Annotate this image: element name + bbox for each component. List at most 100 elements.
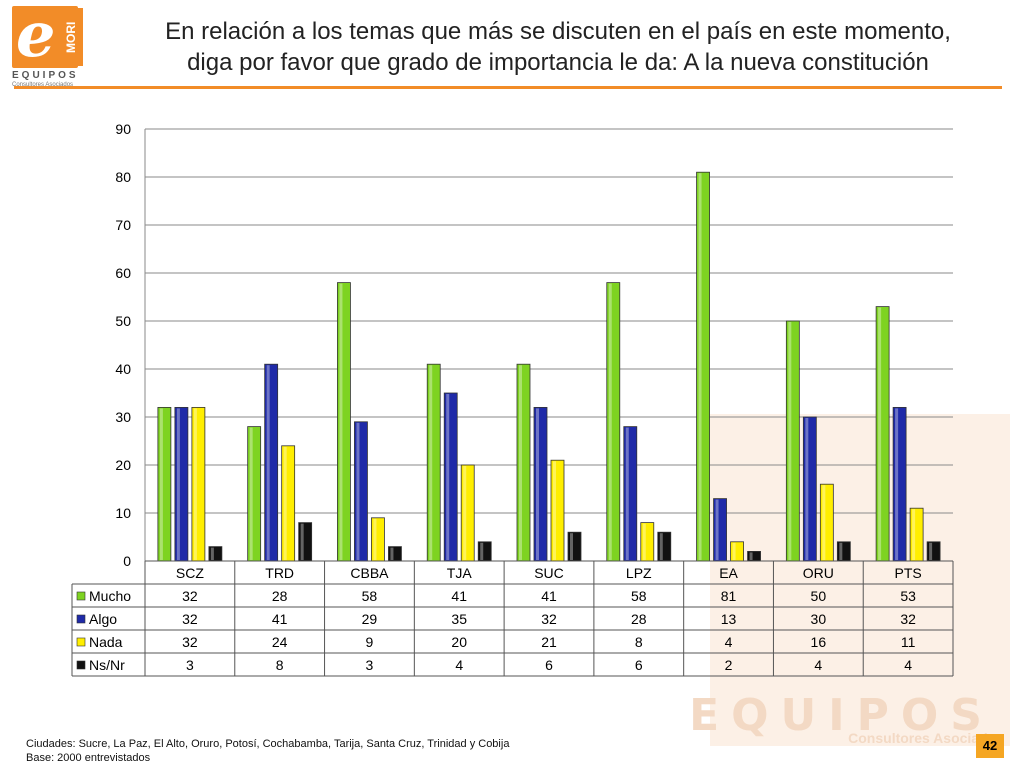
data-value: 28 [272, 588, 288, 604]
data-value: 16 [811, 634, 827, 650]
bar-algo-trd [264, 363, 279, 562]
data-value: 21 [541, 634, 557, 650]
data-value: 2 [725, 657, 733, 673]
bar-nsnr-trd [298, 522, 313, 562]
data-value: 4 [725, 634, 733, 650]
data-value: 32 [541, 611, 557, 627]
bar-highlight [805, 418, 809, 560]
bar-highlight [390, 547, 394, 560]
data-value: 41 [272, 611, 288, 627]
title-divider [14, 86, 1002, 89]
bar-highlight [480, 542, 484, 560]
data-value: 32 [182, 611, 198, 627]
data-value: 41 [541, 588, 557, 604]
data-value: 3 [186, 657, 194, 673]
bar-highlight [749, 552, 753, 560]
data-value: 6 [545, 657, 553, 673]
bar-highlight [266, 365, 270, 560]
bar-nada-trd [281, 445, 296, 562]
bar-highlight [625, 427, 629, 560]
bar-mucho-oru [785, 320, 800, 562]
bar-mucho-scz [157, 406, 172, 562]
data-value: 8 [276, 657, 284, 673]
bar-nada-tja [460, 464, 475, 562]
y-tick-label: 10 [115, 505, 131, 521]
equipos-mori-logo: e MORI EQUIPOS Consultores Asociados [8, 0, 88, 90]
legend-label: Mucho [89, 588, 131, 604]
bar-nsnr-cbba [388, 546, 402, 562]
bar-mucho-tja [426, 363, 441, 562]
bar-nada-lpz [640, 522, 655, 562]
data-value: 58 [631, 588, 647, 604]
category-label: EA [719, 565, 738, 581]
footer-notes: Ciudades: Sucre, La Paz, El Alto, Oruro,… [26, 737, 509, 765]
bar-highlight [878, 307, 882, 560]
bar-algo-oru [802, 416, 817, 562]
bar-highlight [159, 408, 163, 560]
bar-highlight [339, 283, 343, 560]
bar-highlight [519, 365, 522, 560]
legend-label: Ns/Nr [89, 657, 125, 673]
data-value: 11 [901, 634, 916, 650]
bar-nsnr-ea [747, 551, 761, 562]
bar-highlight [608, 283, 612, 560]
bar-nsnr-tja [477, 541, 492, 562]
y-tick-label: 80 [115, 169, 131, 185]
bar-highlight [929, 542, 933, 560]
bar-nsnr-oru [836, 541, 851, 562]
bar-algo-cbba [354, 421, 368, 562]
watermark-background [710, 414, 1010, 746]
bar-nada-pts [909, 507, 924, 562]
y-tick-label: 40 [115, 361, 131, 377]
bar-nada-cbba [371, 517, 385, 562]
category-label: CBBA [350, 565, 389, 581]
footer-cities: Ciudades: Sucre, La Paz, El Alto, Oruro,… [26, 738, 510, 750]
bar-highlight [895, 408, 899, 560]
watermark-equipos: EQUIPOS [689, 690, 994, 741]
bar-nsnr-pts [926, 541, 941, 562]
bar-highlight [698, 173, 702, 560]
data-value: 58 [362, 588, 378, 604]
logo-e-glyph: e [16, 0, 56, 71]
bar-highlight [193, 408, 197, 560]
slide-title: En relación a los temas que más se discu… [100, 16, 1016, 78]
bar-highlight [373, 518, 377, 560]
data-value: 29 [362, 611, 378, 627]
bar-highlight [570, 533, 573, 560]
bar-highlight [732, 542, 736, 560]
legend-swatch [76, 637, 86, 647]
data-value: 3 [366, 657, 374, 673]
bar-highlight [788, 322, 792, 560]
page-number: 42 [976, 734, 1004, 758]
data-value: 13 [721, 611, 737, 627]
bar-highlight [300, 523, 304, 560]
logo-consultores-text: Consultores Asociados [12, 82, 74, 88]
y-tick-label: 30 [115, 409, 131, 425]
slide-title-line1: En relación a los temas que más se discu… [165, 18, 951, 45]
bar-nada-oru [819, 483, 834, 562]
y-tick-label: 60 [115, 265, 131, 281]
watermark-consultores: Consultores Asociados [848, 730, 1004, 746]
bar-mucho-trd [247, 426, 262, 562]
bar-mucho-pts [875, 306, 890, 562]
y-tick-label: 50 [115, 313, 131, 329]
data-value: 24 [272, 634, 288, 650]
category-label: LPZ [626, 565, 652, 581]
slide-title-line2: diga por favor que grado de importancia … [187, 49, 929, 76]
legend-label: Algo [89, 611, 117, 627]
bar-algo-tja [443, 392, 458, 562]
data-value: 32 [900, 611, 916, 627]
logo-equipos-text: EQUIPOS [12, 70, 79, 81]
footer-base: Base: 2000 entrevistados [26, 752, 151, 764]
y-tick-label: 90 [115, 121, 131, 137]
bar-nsnr-scz [208, 546, 223, 562]
bar-algo-suc [533, 406, 548, 562]
data-value: 32 [182, 588, 198, 604]
data-value: 4 [814, 657, 822, 673]
bar-highlight [463, 466, 467, 560]
category-label: PTS [894, 565, 921, 581]
data-value: 53 [900, 588, 916, 604]
legend-swatch [76, 660, 86, 670]
category-label: TJA [447, 565, 473, 581]
bar-mucho-ea [696, 171, 710, 562]
